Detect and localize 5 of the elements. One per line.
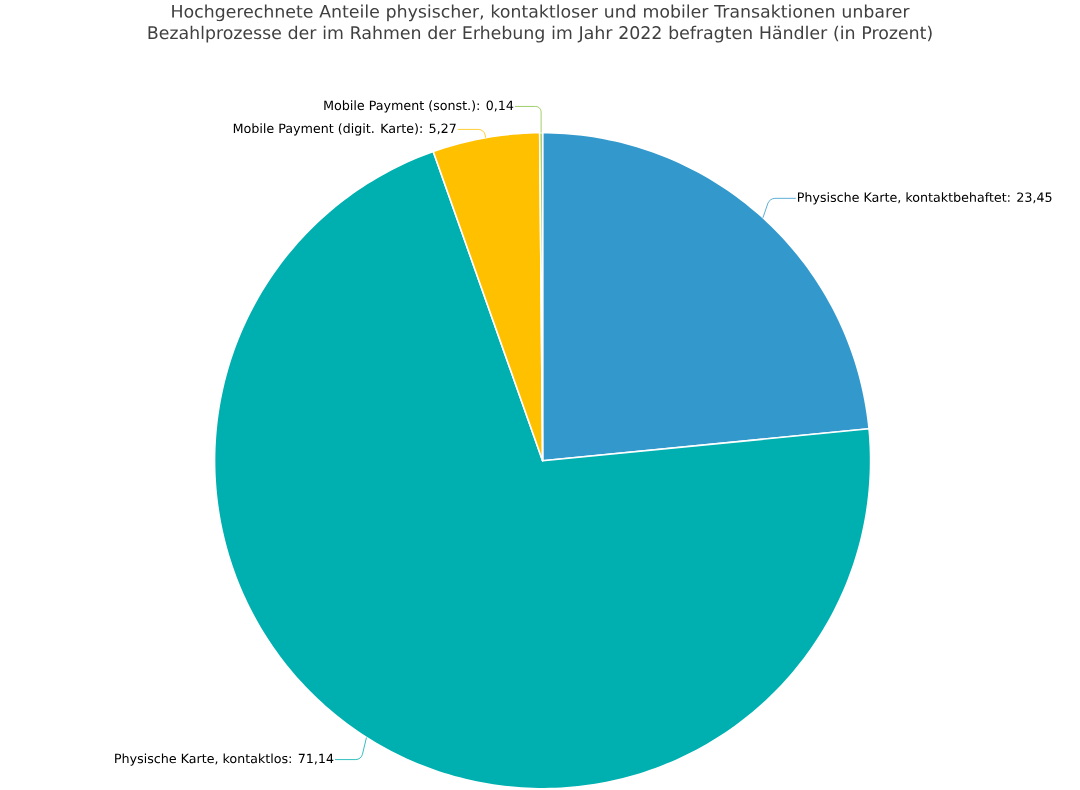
slice-label: Physische Karte, kontaktlos: 71,14	[115, 753, 334, 766]
slice-label: Mobile Payment (digit. Karte): 5,27	[233, 123, 456, 136]
slice-label: Physische Karte, kontaktbehaftet: 23,45	[797, 192, 1052, 205]
slice-label: Mobile Payment (sonst.): 0,14	[324, 100, 514, 113]
chart-title: Hochgerechnete Anteile physischer, kontaktloser und mobiler Transaktionen unbarer Bezahlprozesse der im Rahmen der Erhebung im Jahr 2022 befragten Händler (in Prozent)	[148, 4, 932, 43]
